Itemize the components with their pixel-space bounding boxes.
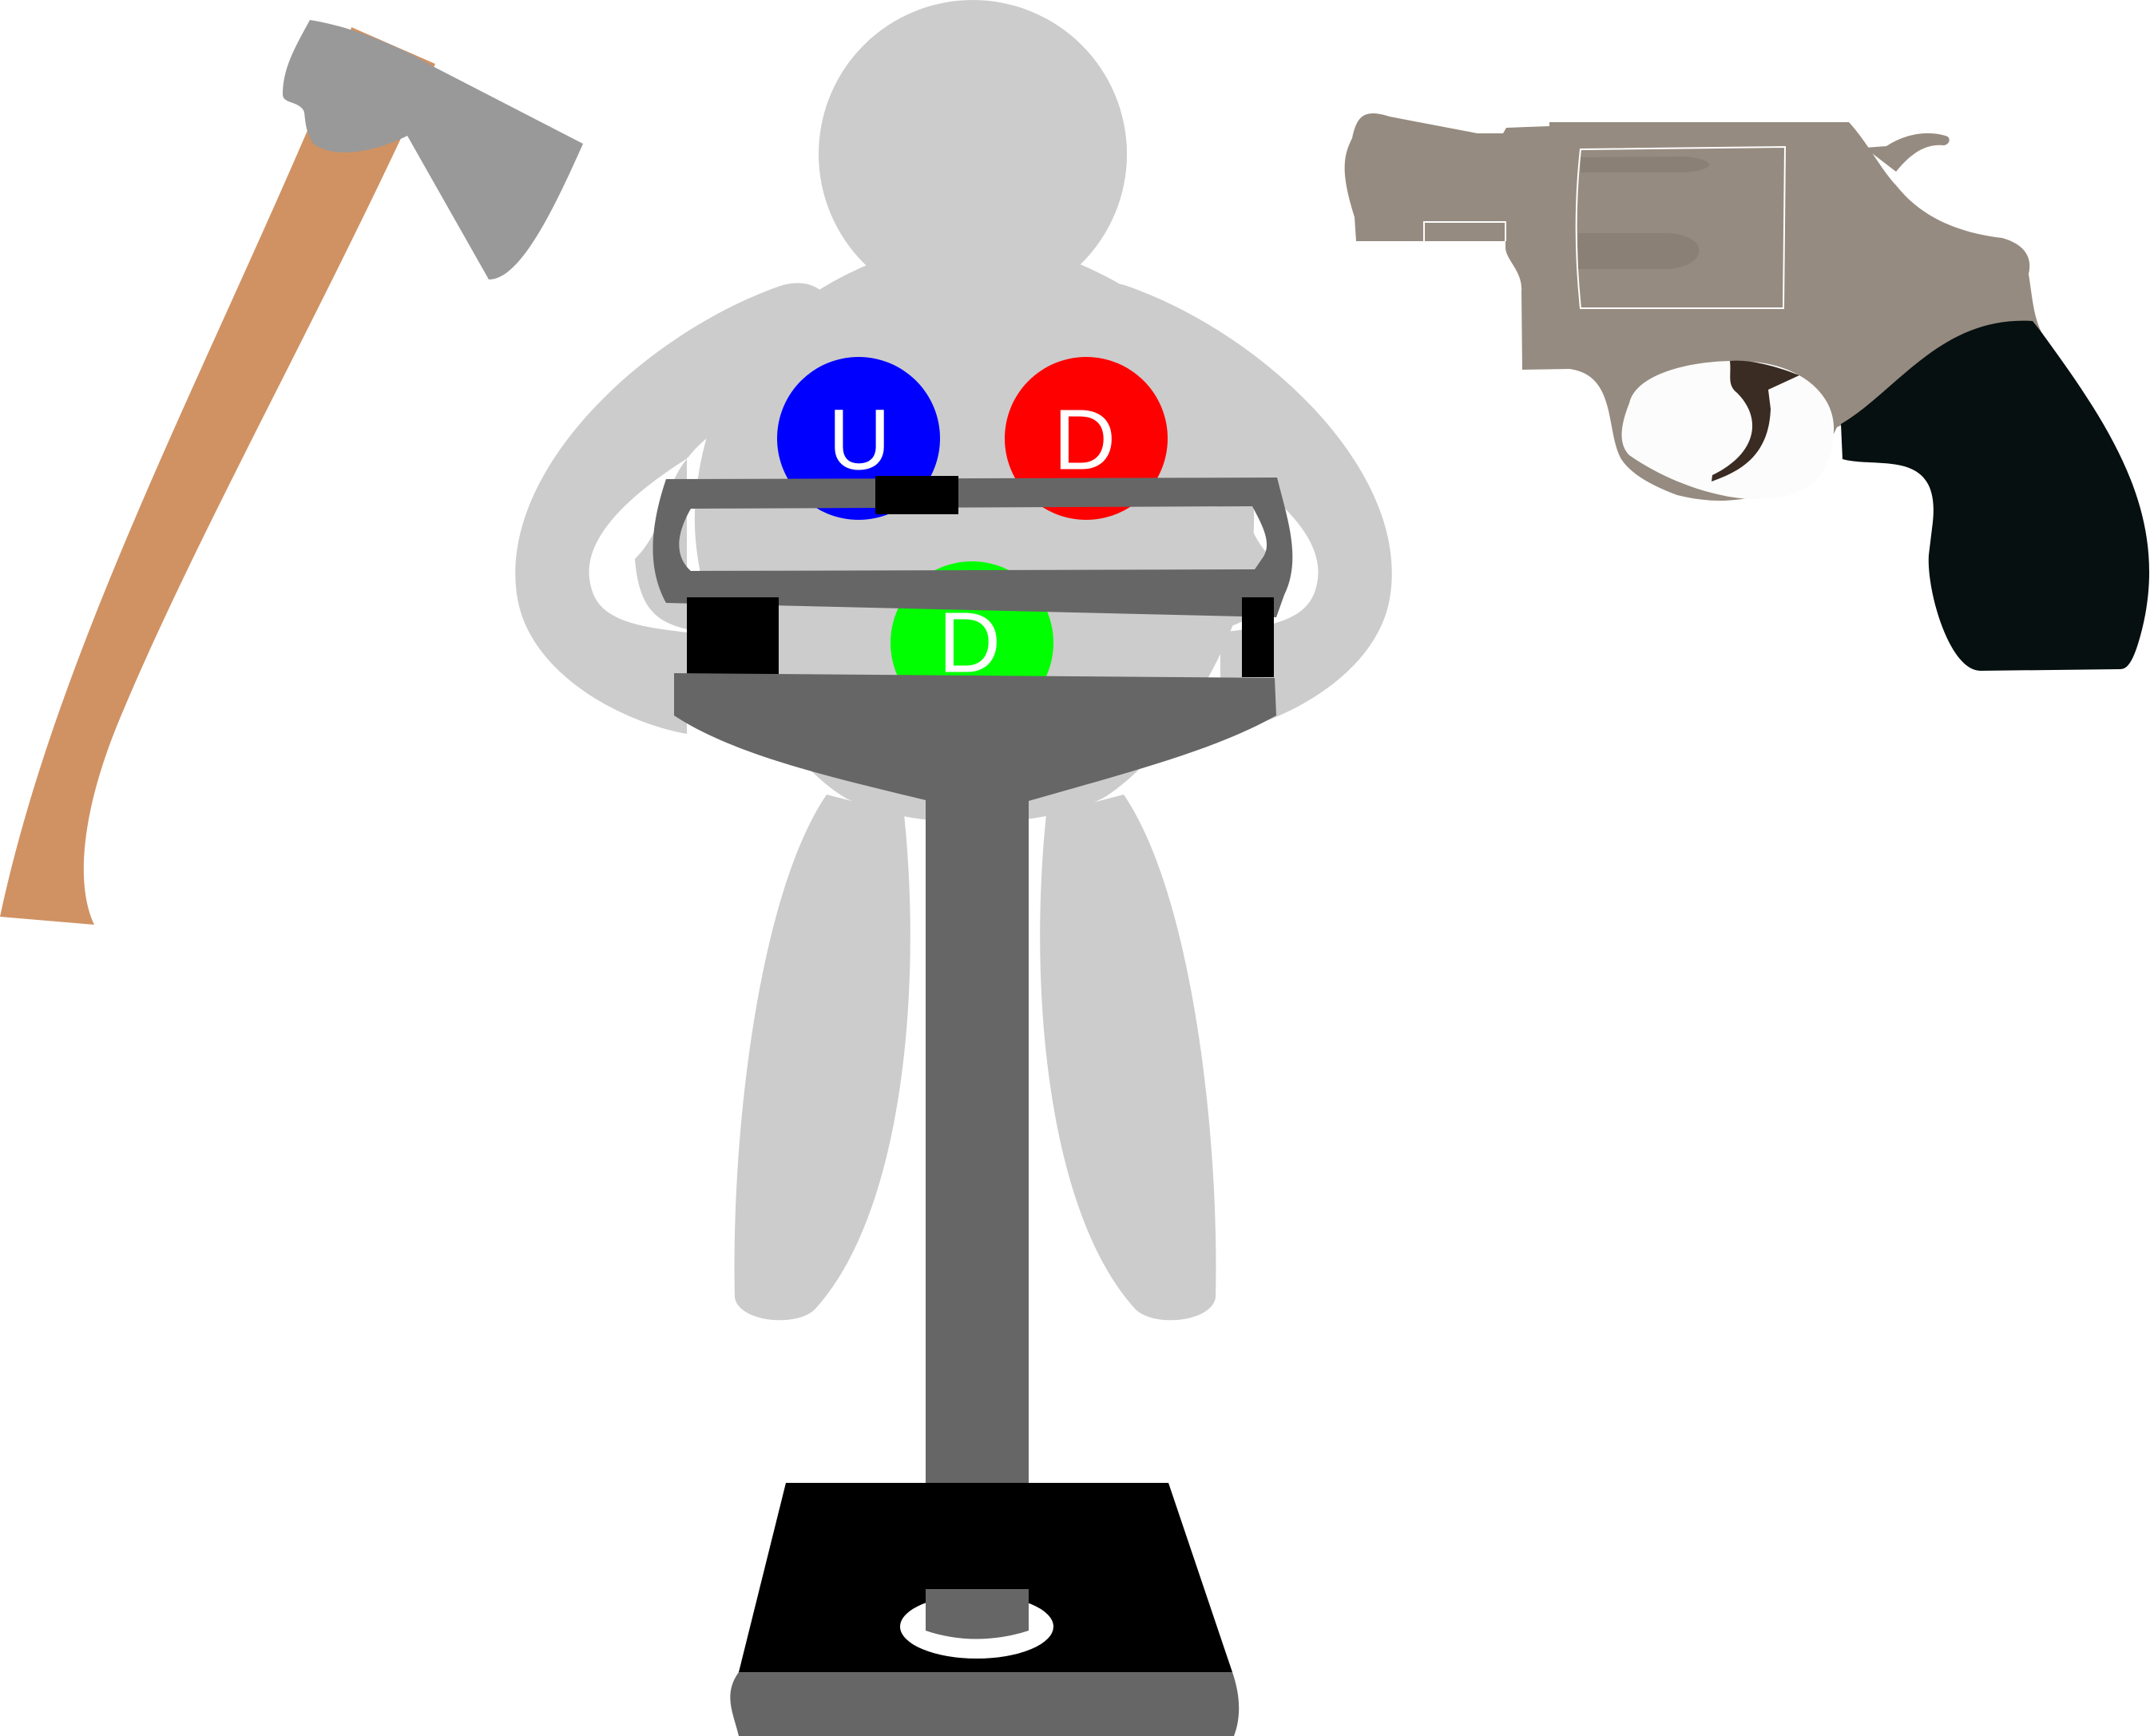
revolver-cylinder-flute: [1581, 157, 1709, 172]
axe-head: [283, 20, 583, 279]
axe-icon: [0, 20, 583, 925]
revolver-trigger-guard: [1621, 361, 1835, 499]
revolver-frame: [1344, 113, 2041, 501]
figure-right-leg: [1040, 795, 1216, 1321]
clamp-bolt: [875, 476, 958, 514]
revolver-cylinder: [1575, 145, 1787, 309]
figure-left-leg: [734, 795, 910, 1321]
figure-head: [819, 0, 1127, 308]
revolver-grip: [1841, 320, 2150, 671]
press-foot-plate: [730, 1672, 1240, 1736]
revolver-cylinder-flute: [1578, 233, 1700, 269]
revolver-hammer: [1865, 133, 1950, 172]
revolver-icon: [1344, 113, 2150, 671]
quark-label: U: [828, 391, 891, 488]
press-platform: [674, 673, 1276, 1629]
clamp-press-machine: [653, 476, 1293, 1736]
clamp-ring: [653, 478, 1293, 617]
revolver-trigger: [1712, 360, 1799, 482]
revolver-frame-notch: [1423, 221, 1506, 241]
press-column-foot: [926, 1589, 1029, 1639]
press-base: [739, 1483, 1232, 1672]
quark-label: D: [1053, 391, 1116, 488]
clamp-block-right: [1242, 597, 1274, 677]
clamp-block-left: [687, 597, 779, 674]
axe-handle: [0, 56, 435, 925]
